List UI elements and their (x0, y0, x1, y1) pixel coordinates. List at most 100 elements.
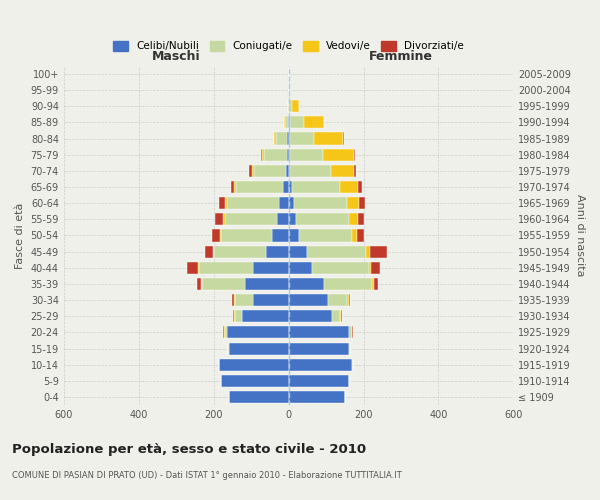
Bar (234, 181, 236, 193)
Bar (197, 262, 199, 274)
Bar (289, 213, 296, 226)
Bar (197, 278, 201, 290)
Legend: Celibi/Nubili, Coniugati/e, Vedovi/e, Divorziati/e: Celibi/Nubili, Coniugati/e, Vedovi/e, Di… (109, 37, 468, 56)
Bar (225, 213, 277, 226)
Bar (221, 230, 272, 241)
Bar (290, 116, 304, 128)
Bar (349, 294, 350, 306)
Bar (285, 116, 288, 128)
Y-axis label: Fasce di età: Fasce di età (15, 202, 25, 268)
Bar (225, 326, 227, 338)
Bar (349, 326, 352, 338)
Bar (292, 100, 299, 112)
Text: COMUNE DI PASIAN DI PRATO (UD) - Dati ISTAT 1° gennaio 2010 - Elaborazione TUTTI: COMUNE DI PASIAN DI PRATO (UD) - Dati IS… (12, 470, 402, 480)
Bar (249, 165, 252, 177)
Bar (343, 132, 344, 144)
Text: Popolazione per età, sesso e stato civile - 2010: Popolazione per età, sesso e stato civil… (12, 442, 366, 456)
Bar (289, 116, 290, 128)
Bar (283, 181, 289, 193)
Bar (354, 148, 355, 160)
Bar (296, 213, 349, 226)
Bar (242, 310, 289, 322)
Bar (340, 310, 341, 322)
Bar (366, 246, 370, 258)
Bar (352, 230, 357, 241)
Bar (279, 197, 289, 209)
Bar (358, 213, 364, 226)
Bar (289, 391, 345, 403)
Bar (272, 230, 289, 241)
Bar (292, 181, 340, 193)
Bar (289, 148, 290, 160)
Bar (227, 342, 229, 354)
Bar (331, 165, 354, 177)
Bar (286, 165, 289, 177)
Bar (262, 148, 264, 160)
Bar (289, 375, 349, 387)
Bar (354, 165, 356, 177)
Bar (357, 230, 364, 241)
Bar (290, 165, 331, 177)
Bar (219, 358, 289, 371)
Bar (223, 213, 225, 226)
Bar (274, 132, 276, 144)
Bar (289, 165, 290, 177)
Bar (221, 375, 289, 387)
Bar (227, 326, 289, 338)
Bar (220, 230, 221, 241)
Bar (307, 246, 366, 258)
Bar (224, 326, 225, 338)
Bar (205, 246, 212, 258)
Bar (234, 310, 235, 322)
Bar (227, 197, 279, 209)
Bar (287, 148, 289, 160)
Bar (370, 246, 388, 258)
Bar (287, 132, 289, 144)
Bar (314, 132, 343, 144)
Bar (369, 262, 371, 274)
Bar (252, 165, 254, 177)
Bar (223, 326, 224, 338)
Bar (324, 278, 372, 290)
Bar (288, 116, 289, 128)
Bar (225, 197, 227, 209)
Bar (214, 246, 266, 258)
Bar (235, 310, 242, 322)
Bar (290, 148, 323, 160)
Bar (233, 310, 234, 322)
Bar (289, 246, 307, 258)
Bar (289, 100, 292, 112)
Bar (264, 148, 287, 160)
Bar (276, 132, 287, 144)
Bar (349, 342, 350, 354)
Bar (374, 278, 379, 290)
Bar (289, 294, 328, 306)
Bar (358, 181, 362, 193)
Bar (289, 278, 324, 290)
Bar (371, 262, 380, 274)
Bar (289, 342, 349, 354)
Bar (229, 391, 289, 403)
Bar (332, 310, 340, 322)
Bar (312, 262, 369, 274)
Bar (289, 181, 292, 193)
Bar (212, 230, 220, 241)
Bar (352, 358, 353, 371)
Bar (328, 294, 347, 306)
Bar (323, 148, 354, 160)
Bar (289, 262, 312, 274)
Bar (254, 165, 286, 177)
Bar (341, 310, 342, 322)
Bar (289, 326, 349, 338)
Bar (284, 116, 285, 128)
Bar (294, 197, 347, 209)
Bar (234, 294, 235, 306)
Bar (289, 84, 290, 96)
Bar (201, 278, 202, 290)
Bar (230, 181, 234, 193)
Bar (187, 262, 197, 274)
Bar (236, 181, 283, 193)
Bar (289, 310, 332, 322)
Bar (199, 262, 253, 274)
Bar (340, 181, 358, 193)
